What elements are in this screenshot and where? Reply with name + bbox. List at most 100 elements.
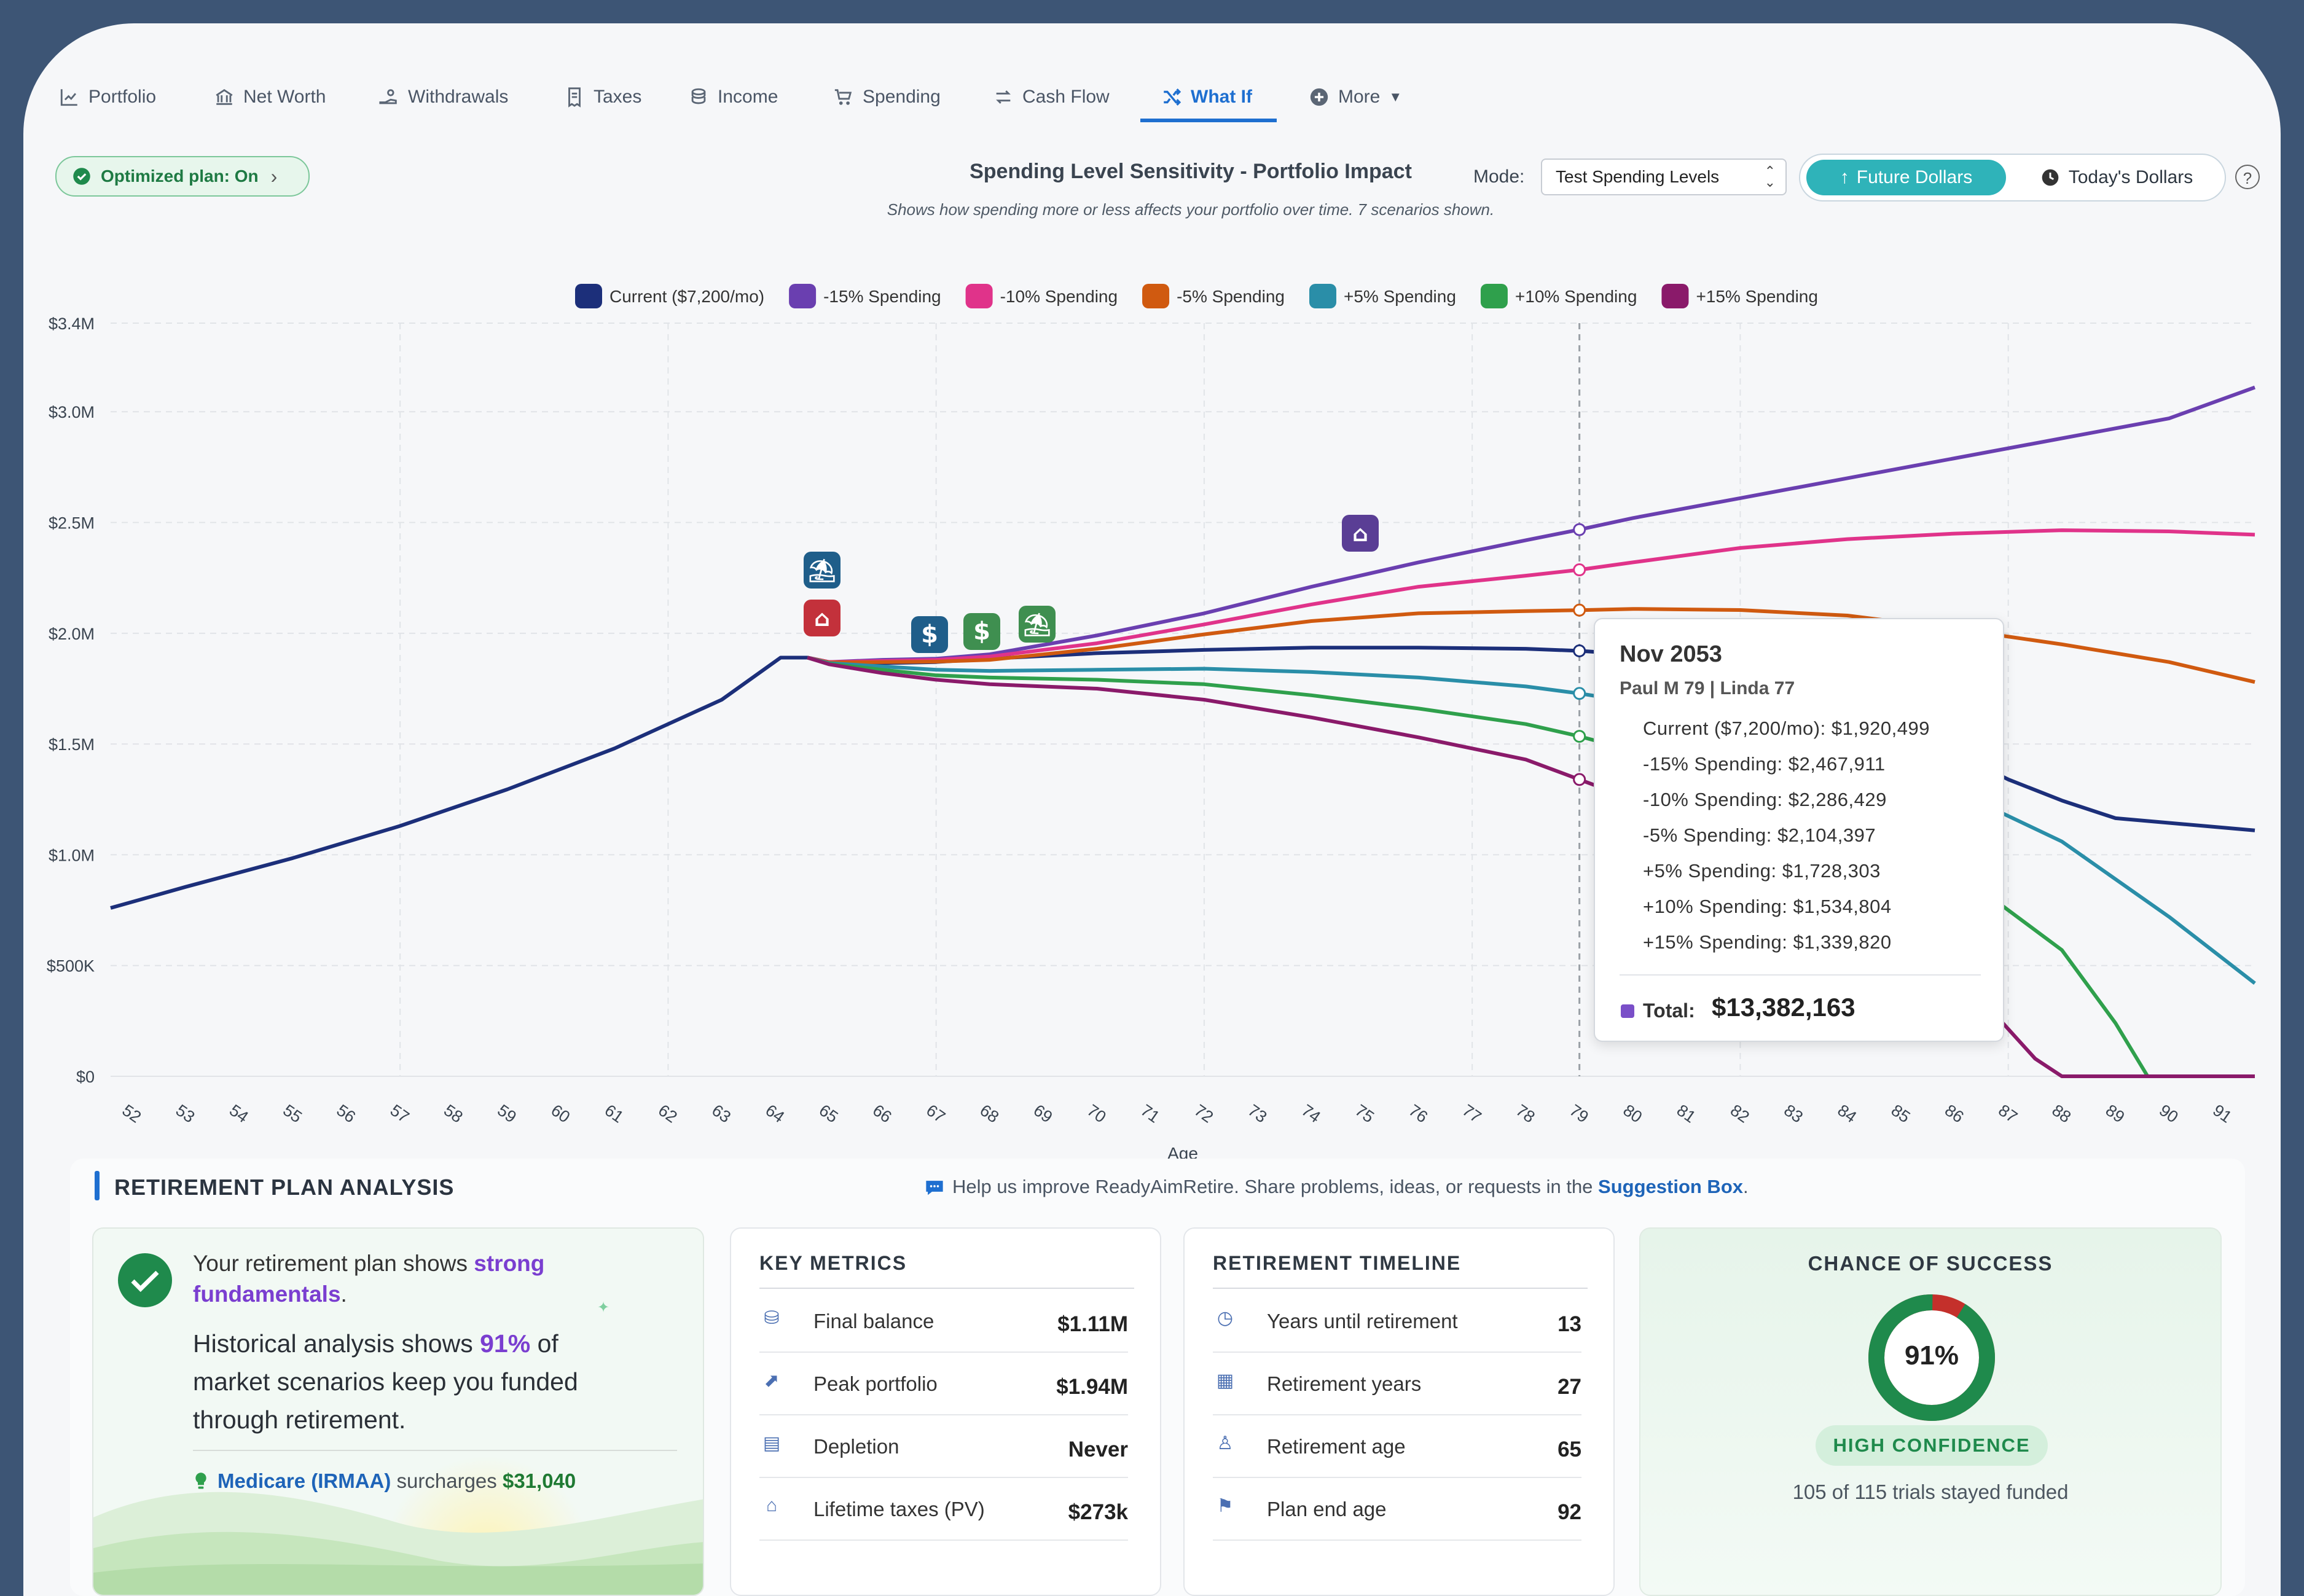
legend-label[interactable]: +5% Spending	[1344, 287, 1456, 306]
active-tab-indicator	[1140, 119, 1277, 122]
bank-icon[interactable]	[1342, 515, 1379, 552]
tooltip-row: +10% Spending: $1,534,804	[1643, 896, 1892, 917]
legend-swatch[interactable]	[1661, 284, 1689, 308]
beach-umbrella-icon[interactable]	[804, 552, 840, 589]
metric-label: Lifetime taxes (PV)	[813, 1498, 985, 1520]
x-tick-label: 88	[2048, 1101, 2074, 1127]
check-circle-icon	[118, 1253, 172, 1307]
timeline-value: 27	[1558, 1375, 1581, 1399]
todays-dollars-button[interactable]: Today's Dollars	[2015, 160, 2218, 195]
x-tick-label: 83	[1781, 1101, 1806, 1127]
tooltip-row: -5% Spending: $2,104,397	[1643, 824, 1876, 846]
summary-strength-text: Your retirement plan shows strong fundame…	[193, 1248, 684, 1310]
dollar-icon[interactable]	[963, 613, 1000, 650]
tab-portfolio[interactable]: Portfolio	[59, 76, 156, 119]
lightbulb-icon	[195, 1473, 206, 1489]
metric-label: Depletion	[813, 1435, 899, 1458]
tab-cash-flow[interactable]: Cash Flow	[993, 76, 1110, 119]
x-tick-label: 81	[1674, 1101, 1699, 1127]
chevron-right-icon: ›	[270, 165, 278, 187]
y-tick-label: $3.0M	[49, 403, 95, 421]
legend-swatch[interactable]	[1309, 284, 1336, 308]
summary-highlight: fundamentals	[193, 1281, 341, 1307]
timeline-years-until: ◷ Years until retirement 13	[1213, 1290, 1581, 1353]
legend-swatch[interactable]	[1142, 284, 1170, 308]
help-icon[interactable]: ?	[2235, 165, 2260, 189]
todays-dollars-label: Today's Dollars	[2068, 167, 2193, 187]
success-donut	[1868, 1294, 1995, 1421]
x-tick-label: 62	[655, 1101, 681, 1127]
x-tick-label: 75	[1352, 1101, 1377, 1127]
legend-swatch[interactable]	[1480, 284, 1508, 308]
tab-taxes[interactable]: Taxes	[564, 76, 641, 119]
flag-icon: ⚑	[1217, 1496, 1234, 1516]
retirement-timeline-card: RETIREMENT TIMELINE ◷ Years until retire…	[1183, 1227, 1615, 1596]
metric-label: Final balance	[813, 1310, 935, 1332]
legend-swatch[interactable]	[965, 284, 993, 308]
caret-down-icon: ▼	[1389, 89, 1403, 104]
key-metrics-card: KEY METRICS ⛁ Final balance $1.11M ⬈ Pea…	[730, 1227, 1161, 1596]
home-icon-glyph: ⌂	[814, 606, 830, 632]
x-tick-label: 54	[226, 1101, 252, 1127]
timeline-title: RETIREMENT TIMELINE	[1213, 1252, 1462, 1274]
legend-label[interactable]: -10% Spending	[1000, 287, 1118, 306]
legend-label[interactable]: +10% Spending	[1515, 287, 1637, 306]
metric-depletion: ▤ Depletion Never	[759, 1415, 1128, 1478]
tab-spending[interactable]: Spending	[833, 76, 941, 119]
medicare-text: surcharges	[391, 1469, 503, 1492]
x-tick-label: 63	[708, 1101, 734, 1127]
legend-label[interactable]: Current ($7,200/mo)	[609, 287, 764, 306]
legend-label[interactable]: -15% Spending	[823, 287, 941, 306]
hover-point	[1573, 687, 1586, 700]
x-tick-label: 71	[1137, 1101, 1163, 1127]
legend-label[interactable]: +15% Spending	[1696, 287, 1818, 306]
dollar-icon-glyph: $	[973, 617, 990, 646]
series-line	[807, 655, 2255, 1078]
x-tick-label: 61	[601, 1101, 627, 1127]
tab-income[interactable]: Income	[688, 76, 778, 119]
tab-more[interactable]: More ▼	[1309, 76, 1402, 119]
arrow-up-icon: ↑	[1840, 167, 1849, 187]
calculator-icon: ▤	[762, 1433, 781, 1453]
tab-net-worth[interactable]: Net Worth	[214, 76, 326, 119]
portfolio-chart: $0 $500K $1.0M $1.5M $2.0M $2.5M $3.0M $3.4M 52 5…	[47, 284, 2256, 1160]
tab-label: Portfolio	[88, 87, 157, 107]
section-accent-bar	[95, 1171, 100, 1200]
home-icon[interactable]	[804, 600, 840, 636]
tooltip-row: +5% Spending: $1,728,303	[1643, 860, 1881, 882]
success-title: CHANCE OF SUCCESS	[1808, 1252, 2053, 1275]
tab-label: What If	[1191, 87, 1252, 107]
dollar-icon[interactable]	[911, 616, 948, 653]
chance-of-success-card: CHANCE OF SUCCESS 91% HIGH CONFIDENCE 10…	[1639, 1227, 2222, 1596]
metric-value: $1.94M	[1056, 1375, 1128, 1399]
hover-point	[1573, 563, 1586, 577]
timeline-label: Retirement age	[1267, 1435, 1406, 1458]
tab-label: Withdrawals	[408, 87, 509, 107]
legend-swatch[interactable]	[789, 284, 817, 308]
hist-text: of	[530, 1329, 558, 1358]
tab-what-if[interactable]: What If	[1161, 76, 1252, 119]
metric-value: Never	[1068, 1438, 1128, 1461]
x-tick-label: 59	[494, 1101, 520, 1127]
x-tick-label: 91	[2209, 1101, 2235, 1127]
optimized-plan-pill[interactable]: Optimized plan: On ›	[55, 156, 310, 197]
timeline-value: 13	[1558, 1312, 1581, 1336]
future-dollars-button[interactable]: ↑ Future Dollars	[1806, 160, 2006, 195]
chart-title: Spending Level Sensitivity - Portfolio I…	[970, 160, 1412, 183]
legend-label[interactable]: -5% Spending	[1177, 287, 1285, 306]
timeline-label: Plan end age	[1267, 1498, 1387, 1520]
tooltip-people: Paul M 79 | Linda 77	[1620, 678, 1795, 698]
timeline-value: 65	[1558, 1438, 1581, 1461]
suggestion-box-link[interactable]: Suggestion Box	[1598, 1176, 1743, 1197]
y-tick-label: $500K	[47, 957, 95, 976]
mode-select[interactable]: Test Spending Levels ⌃ ⌄	[1541, 158, 1787, 195]
legend-swatch[interactable]	[575, 284, 602, 308]
tooltip-row: -10% Spending: $2,286,429	[1643, 789, 1887, 810]
tab-label: More	[1338, 87, 1381, 107]
x-tick-label: 53	[173, 1101, 198, 1127]
beach-umbrella-icon[interactable]	[1019, 606, 1056, 643]
x-tick-label: 73	[1245, 1101, 1271, 1127]
tab-withdrawals[interactable]: Withdrawals	[378, 76, 508, 119]
summary-divider	[193, 1450, 677, 1451]
medicare-link[interactable]: Medicare (IRMAA)	[217, 1469, 391, 1492]
